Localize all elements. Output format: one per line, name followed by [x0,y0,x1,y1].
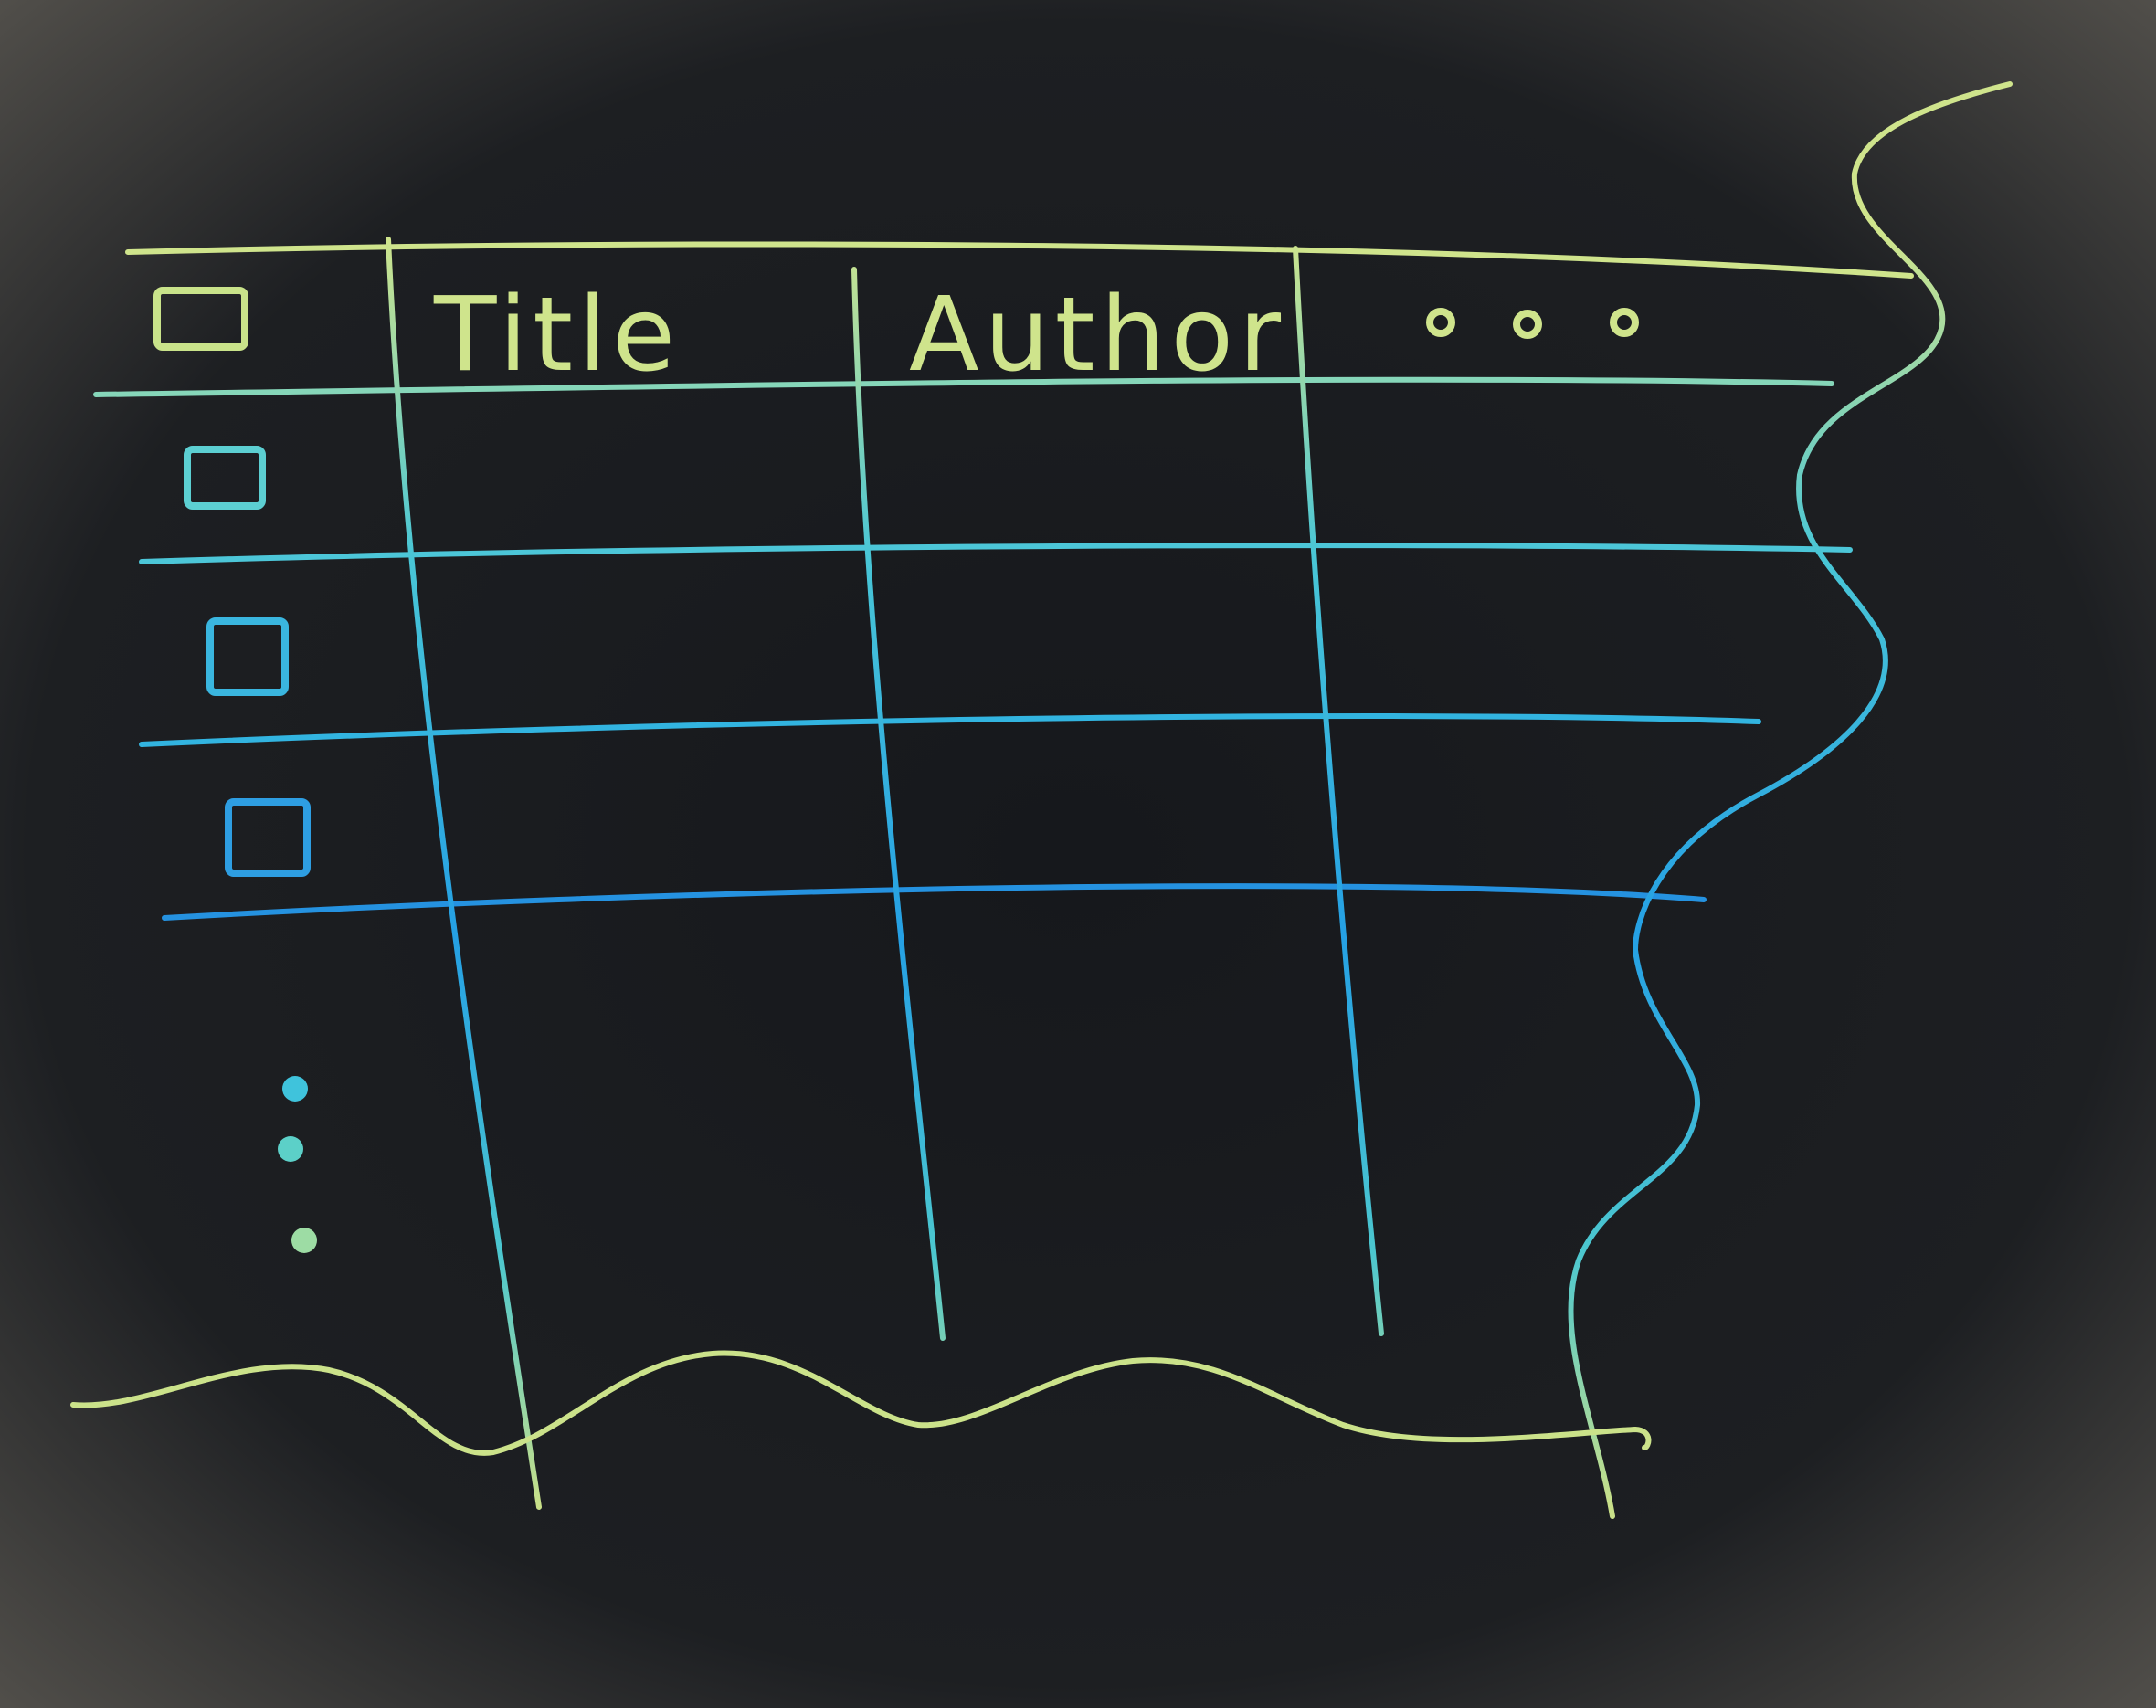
table-top-border [125,241,1914,279]
checkbox-icon [153,287,248,351]
table-header: Title Author ... [153,257,1639,395]
ellipsis-dot [282,1076,308,1102]
wavy-edge-bottom [70,1350,1652,1456]
table-body [184,446,317,1253]
vertical-ellipsis-icon [278,1076,317,1253]
select-all-checkbox[interactable] [153,287,248,351]
table-grid [70,81,2013,1519]
row-divider-2 [139,713,1761,747]
ellipsis-dot [291,1228,317,1253]
table-row[interactable] [206,617,289,696]
table-row[interactable] [225,798,311,877]
column-header-more[interactable]: ... [1421,257,1639,359]
more-dot-2 [1513,310,1542,339]
column-header-title[interactable]: Title [433,276,681,395]
row-checkbox[interactable] [225,798,311,877]
column-divider-author [1293,246,1384,1336]
row-divider-3 [162,883,1707,921]
row-divider-1 [139,543,1853,564]
table-row[interactable] [184,446,266,510]
row-checkbox[interactable] [184,446,266,510]
more-dot-3 [1610,308,1639,337]
column-header-author[interactable]: Author [909,276,1286,395]
column-divider-select [386,237,542,1510]
wavy-edge-right [1568,81,2013,1519]
row-checkbox[interactable] [206,617,289,696]
more-dot-1 [1426,308,1455,337]
ellipsis-dot [278,1136,303,1162]
header-divider [93,376,1834,397]
column-divider-title [851,267,946,1341]
